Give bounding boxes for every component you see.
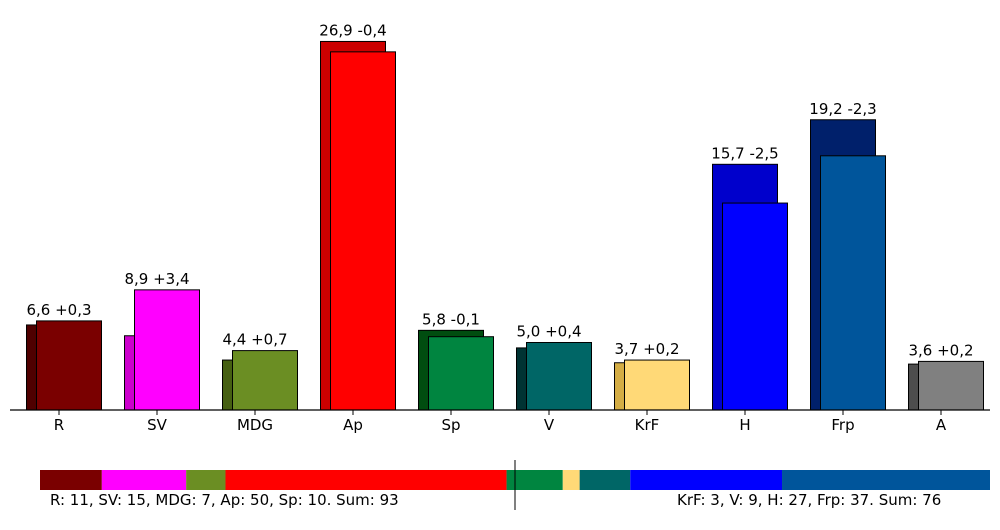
- x-tick-label-v: V: [544, 416, 555, 434]
- data-label-sv: 8,9 +3,4: [124, 270, 189, 288]
- data-label-mdg: 4,4 +0,7: [222, 331, 287, 349]
- bar-current-r: [36, 320, 102, 411]
- data-label-r: 6,6 +0,3: [26, 301, 91, 319]
- data-label-a: 3,6 +0,2: [908, 341, 973, 359]
- x-tick-label-r: R: [54, 416, 64, 434]
- seat-segment-mdg: [186, 470, 226, 490]
- x-ticks-layer: R SV MDG Ap Sp V KrF H Frp A: [54, 410, 947, 434]
- data-labels-layer: 6,6 +0,3 8,9 +3,4 4,4 +0,7 26,9 -0,4 5,8 -0,…: [26, 21, 973, 359]
- bar-current-frp: [820, 155, 886, 411]
- bar-current-krf: [624, 359, 690, 411]
- seat-segment-r: [40, 470, 102, 490]
- data-label-h: 15,7 -2,5: [711, 144, 778, 162]
- data-label-krf: 3,7 +0,2: [614, 340, 679, 358]
- x-tick-label-sp: Sp: [441, 416, 460, 434]
- seat-segment-h: [630, 470, 783, 490]
- x-tick-label-krf: KrF: [635, 416, 660, 434]
- bars-layer: [26, 40, 984, 411]
- x-tick-label-ap: Ap: [343, 416, 363, 434]
- seat-segment-sp: [506, 470, 563, 490]
- bar-current-a: [918, 360, 984, 411]
- seat-segment-sv: [101, 470, 187, 490]
- seat-segment-krf: [562, 470, 580, 490]
- x-tick-label-mdg: MDG: [237, 416, 273, 434]
- bar-current-h: [722, 202, 788, 411]
- data-label-v: 5,0 +0,4: [516, 323, 581, 341]
- seat-segment-v: [579, 470, 631, 490]
- data-label-ap: 26,9 -0,4: [319, 21, 386, 39]
- right-bloc-seat-summary: KrF: 3, V: 9, H: 27, Frp: 37. Sum: 76: [677, 491, 941, 509]
- bar-current-ap: [330, 51, 396, 411]
- seat-bar: [40, 470, 990, 490]
- data-label-frp: 19,2 -2,3: [809, 100, 876, 118]
- bar-current-v: [526, 342, 592, 411]
- bar-current-sp: [428, 336, 494, 411]
- x-tick-label-h: H: [739, 416, 750, 434]
- bar-current-mdg: [232, 350, 298, 411]
- bar-current-sv: [134, 289, 200, 411]
- x-tick-label-frp: Frp: [831, 416, 854, 434]
- left-bloc-seat-summary: R: 11, SV: 15, MDG: 7, Ap: 50, Sp: 10. S…: [50, 491, 399, 509]
- seat-segment-frp: [782, 470, 990, 490]
- x-tick-label-sv: SV: [147, 416, 168, 434]
- x-tick-label-a: A: [936, 416, 947, 434]
- seat-segment-ap: [225, 470, 507, 490]
- data-label-sp: 5,8 -0,1: [422, 310, 480, 328]
